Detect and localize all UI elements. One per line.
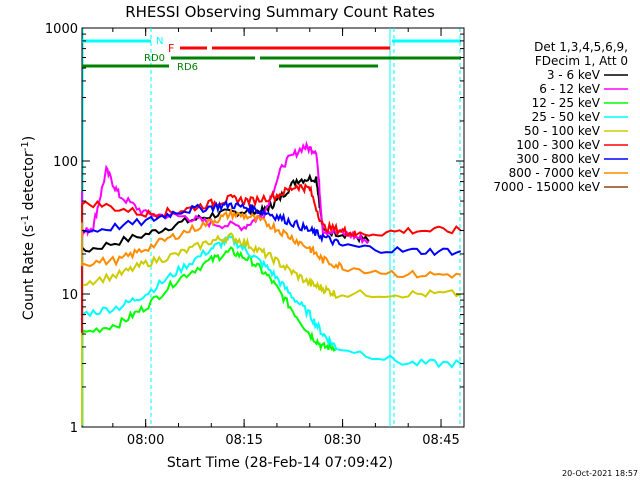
legend-label-8: 7000 - 15000 keV [493, 180, 600, 194]
legend-label-2: 12 - 25 keV [532, 96, 601, 110]
legend-label-5: 100 - 300 keV [516, 138, 600, 152]
legend-label-0: 3 - 6 keV [547, 68, 601, 82]
series-line-2 [81, 245, 337, 352]
legend-label-7: 800 - 7000 keV [509, 166, 601, 180]
legend-label-6: 300 - 800 keV [516, 152, 600, 166]
legend-header-1: Det 1,3,4,5,6,9, [534, 40, 628, 54]
x-tick-label-3: 08:00 [127, 433, 164, 448]
y-tick-label-3: 1000 [45, 22, 78, 37]
chart-title: RHESSI Observing Summary Count Rates [125, 3, 435, 21]
legend: Det 1,3,4,5,6,9, FDecim 1, Att 0 3 - 6 k… [493, 40, 628, 194]
annotation-rd0: RD0 [144, 53, 165, 64]
state-bars [82, 39, 461, 68]
annotation-f: F [168, 42, 174, 55]
y-axis-label: Count Rate (s-1 detector-1) [20, 136, 37, 320]
footer-date: 20-Oct-2021 18:57 [562, 469, 638, 478]
x-tick-label-5: 08:30 [324, 433, 361, 448]
series-line-4 [81, 232, 462, 426]
legend-label-3: 25 - 50 keV [532, 110, 601, 124]
annotation-rd6: RD6 [177, 62, 198, 73]
axis-ticks: 08:00 08:15 08:30 08:45 1 10 100 1000 [45, 22, 464, 448]
x-axis-label: Start Time (28-Feb-14 07:09:42) [167, 455, 393, 471]
legend-header-2: FDecim 1, Att 0 [535, 54, 628, 68]
x-tick-label-4: 08:15 [225, 433, 262, 448]
series-layer [81, 140, 462, 426]
y-tick-label-0: 1 [70, 421, 78, 436]
legend-label-4: 50 - 100 keV [524, 124, 601, 138]
x-tick-label-6: 08:45 [422, 433, 459, 448]
series-line-5 [81, 182, 462, 333]
series-line-7 [81, 206, 461, 279]
y-tick-label-1: 10 [61, 288, 78, 303]
annotation-n: N [156, 36, 163, 47]
legend-label-1: 6 - 12 keV [539, 82, 601, 96]
y-tick-label-2: 100 [53, 155, 78, 170]
